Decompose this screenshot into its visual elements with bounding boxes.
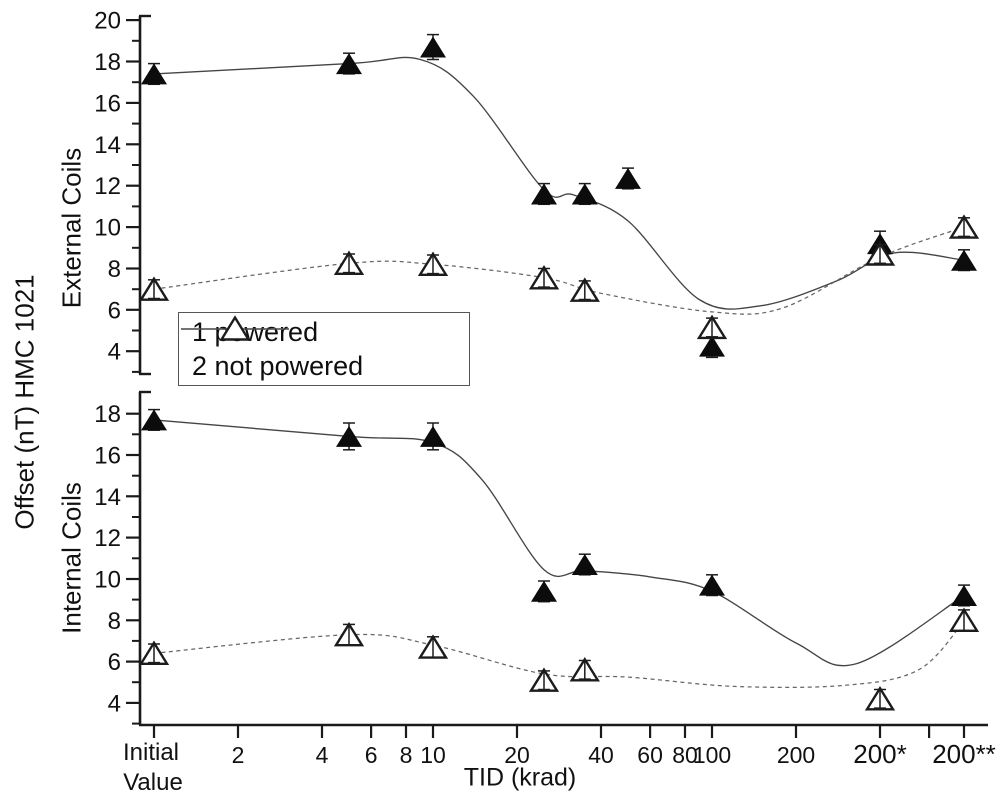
filled-triangle-marker bbox=[571, 183, 598, 205]
y-tick-label: 6 bbox=[108, 297, 121, 324]
x-tick-label: Initial bbox=[123, 739, 179, 766]
filled-triangle-marker bbox=[420, 36, 446, 58]
filled-triangle-marker bbox=[699, 335, 725, 357]
filled-triangle-marker bbox=[699, 574, 725, 596]
y-tick-label: 18 bbox=[94, 49, 121, 76]
x-tick-label: 80 bbox=[672, 742, 698, 768]
y-tick-label: 14 bbox=[94, 484, 121, 511]
x-tick-label: 4 bbox=[316, 742, 329, 768]
y-tick-label: 8 bbox=[108, 608, 121, 635]
internal-2-not-powered bbox=[138, 607, 980, 711]
filled-triangle-marker bbox=[420, 425, 446, 447]
y-tick-label: 6 bbox=[108, 649, 121, 676]
bottom-panel-title: Internal Coils bbox=[56, 482, 87, 634]
filled-triangle-marker bbox=[571, 554, 598, 575]
legend-label: 1 powered bbox=[192, 316, 319, 347]
open-triangle-icon bbox=[219, 315, 251, 341]
x-tick-label: 8 bbox=[400, 742, 413, 768]
y-tick-label: 10 bbox=[94, 215, 121, 242]
x-tick-label: 200* bbox=[853, 739, 907, 769]
legend-sample-dashed bbox=[181, 315, 289, 341]
x-tick-label: Value bbox=[123, 769, 183, 796]
x-tick-label: 2 bbox=[232, 742, 245, 768]
external-2-not-powered bbox=[138, 214, 980, 340]
top-panel-axis: 4 6 8 10 12 14 16 18 20 bbox=[94, 8, 151, 376]
external-1-powered bbox=[141, 33, 977, 359]
filled-triangle-marker bbox=[141, 63, 167, 85]
filled-triangle-marker bbox=[951, 585, 977, 606]
y-tick-label: 12 bbox=[94, 173, 121, 200]
filled-triangle-marker bbox=[141, 409, 167, 431]
legend-item-not-powered: 2 not powered bbox=[181, 315, 469, 383]
x-tick-label: 200** bbox=[932, 739, 996, 769]
filled-triangle-marker bbox=[615, 167, 641, 189]
internal-1-powered bbox=[141, 408, 977, 667]
x-tick-label: 200 bbox=[777, 742, 815, 768]
y-tick-label: 18 bbox=[94, 401, 121, 428]
legend: 1 powered 2 not powered bbox=[178, 312, 470, 386]
bottom-panel-axis: 4 6 8 10 12 14 16 18 bbox=[94, 390, 151, 725]
filled-triangle-marker bbox=[531, 183, 557, 205]
x-axis-title: TID (krad) bbox=[463, 763, 577, 792]
y-tick-label: 20 bbox=[94, 8, 121, 35]
legend-label: 2 not powered bbox=[192, 350, 364, 381]
top-panel-title: External Coils bbox=[56, 147, 87, 309]
y-tick-label: 16 bbox=[94, 443, 121, 470]
x-tick-label: 60 bbox=[637, 742, 663, 768]
y-axis-title: Offset (nT) HMC 1021 bbox=[9, 274, 40, 530]
x-tick-label: 40 bbox=[588, 742, 614, 768]
y-tick-label: 4 bbox=[108, 690, 121, 717]
filled-triangle-marker bbox=[336, 425, 362, 447]
x-tick-label: 6 bbox=[365, 742, 378, 768]
y-tick-label: 4 bbox=[108, 339, 121, 366]
y-tick-label: 10 bbox=[94, 567, 121, 594]
y-tick-label: 8 bbox=[108, 256, 121, 283]
y-tick-label: 16 bbox=[94, 90, 121, 117]
y-tick-label: 14 bbox=[94, 132, 121, 159]
x-tick-label: 20 bbox=[504, 742, 530, 768]
y-tick-label: 12 bbox=[94, 525, 121, 552]
x-tick-label: 10 bbox=[420, 742, 446, 768]
x-tick-label: 100 bbox=[693, 742, 731, 768]
filled-triangle-marker bbox=[336, 53, 362, 75]
filled-triangle-marker bbox=[951, 249, 977, 271]
filled-triangle-marker bbox=[531, 580, 557, 602]
